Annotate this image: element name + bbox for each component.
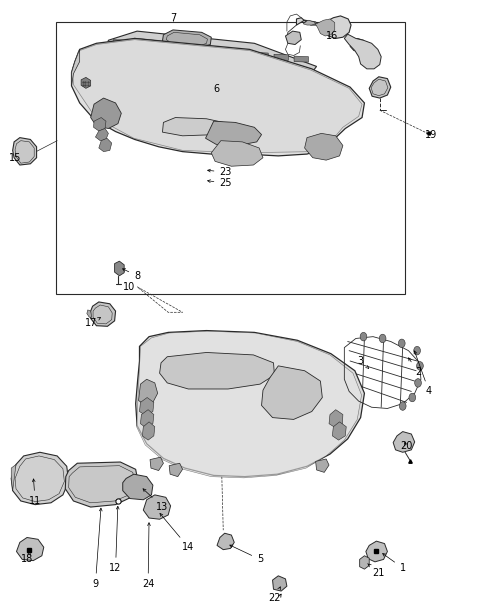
Polygon shape <box>140 398 154 416</box>
Polygon shape <box>262 366 323 420</box>
Polygon shape <box>169 463 182 476</box>
Polygon shape <box>141 410 154 428</box>
Circle shape <box>409 393 416 402</box>
Polygon shape <box>329 410 343 428</box>
Polygon shape <box>137 331 361 478</box>
Polygon shape <box>91 98 121 129</box>
Text: 7: 7 <box>170 13 176 23</box>
Polygon shape <box>360 556 369 569</box>
Circle shape <box>399 402 406 411</box>
Polygon shape <box>305 134 343 160</box>
Polygon shape <box>16 537 44 561</box>
Text: 1: 1 <box>383 553 406 573</box>
Text: 5: 5 <box>230 545 263 564</box>
Polygon shape <box>65 462 139 507</box>
Polygon shape <box>115 261 124 276</box>
Text: 20: 20 <box>400 441 413 451</box>
Polygon shape <box>217 533 234 550</box>
Polygon shape <box>254 52 268 59</box>
Text: 16: 16 <box>326 31 338 41</box>
Polygon shape <box>11 452 69 504</box>
Text: 19: 19 <box>425 129 438 140</box>
Polygon shape <box>133 41 148 48</box>
Polygon shape <box>159 353 275 389</box>
Polygon shape <box>205 121 262 146</box>
Text: 12: 12 <box>109 506 122 573</box>
Polygon shape <box>273 576 287 591</box>
Polygon shape <box>316 459 329 472</box>
Text: 24: 24 <box>142 523 154 589</box>
Text: 21: 21 <box>368 564 385 578</box>
Polygon shape <box>72 40 362 153</box>
Text: 25: 25 <box>208 178 232 188</box>
Circle shape <box>379 334 386 343</box>
Text: 15: 15 <box>9 152 21 163</box>
Polygon shape <box>136 331 364 476</box>
Text: 18: 18 <box>21 551 33 564</box>
Circle shape <box>398 339 405 348</box>
Text: 10: 10 <box>123 282 135 292</box>
Polygon shape <box>173 45 188 51</box>
Polygon shape <box>350 38 365 52</box>
Text: 6: 6 <box>213 84 219 94</box>
Polygon shape <box>274 54 288 60</box>
Polygon shape <box>344 34 381 69</box>
Circle shape <box>415 379 421 387</box>
Bar <box>56 22 405 294</box>
Text: 22: 22 <box>268 587 281 603</box>
Polygon shape <box>162 30 211 48</box>
Polygon shape <box>139 379 157 405</box>
Polygon shape <box>297 16 351 38</box>
Polygon shape <box>91 302 116 326</box>
Circle shape <box>360 332 367 341</box>
Polygon shape <box>107 31 317 73</box>
Polygon shape <box>12 138 36 165</box>
Text: 11: 11 <box>29 479 41 506</box>
Polygon shape <box>113 40 128 46</box>
Text: 9: 9 <box>92 508 102 589</box>
Text: 13: 13 <box>143 489 168 512</box>
Text: 2: 2 <box>408 358 421 377</box>
Polygon shape <box>96 129 108 141</box>
Circle shape <box>417 362 423 370</box>
Text: 14: 14 <box>160 514 194 552</box>
Polygon shape <box>303 19 335 36</box>
Polygon shape <box>193 47 208 53</box>
Text: 23: 23 <box>208 167 232 178</box>
Polygon shape <box>150 457 163 470</box>
Polygon shape <box>393 432 415 452</box>
Polygon shape <box>72 38 364 156</box>
Polygon shape <box>332 422 346 440</box>
Polygon shape <box>286 31 301 45</box>
Polygon shape <box>94 118 106 131</box>
Polygon shape <box>234 51 248 57</box>
Polygon shape <box>144 495 170 519</box>
Polygon shape <box>81 77 91 88</box>
Polygon shape <box>154 43 168 49</box>
Text: 3: 3 <box>358 356 369 368</box>
Polygon shape <box>123 474 153 500</box>
Polygon shape <box>366 541 387 562</box>
Polygon shape <box>162 118 226 136</box>
Polygon shape <box>11 464 16 490</box>
Polygon shape <box>294 56 309 62</box>
Polygon shape <box>143 422 155 440</box>
Polygon shape <box>369 77 391 98</box>
Polygon shape <box>211 141 263 167</box>
Circle shape <box>414 346 420 355</box>
Polygon shape <box>87 310 92 317</box>
Text: 17: 17 <box>84 318 100 328</box>
Text: 8: 8 <box>122 269 140 281</box>
Polygon shape <box>214 49 228 55</box>
Polygon shape <box>72 49 80 86</box>
Text: 4: 4 <box>414 351 432 397</box>
Polygon shape <box>99 138 112 152</box>
